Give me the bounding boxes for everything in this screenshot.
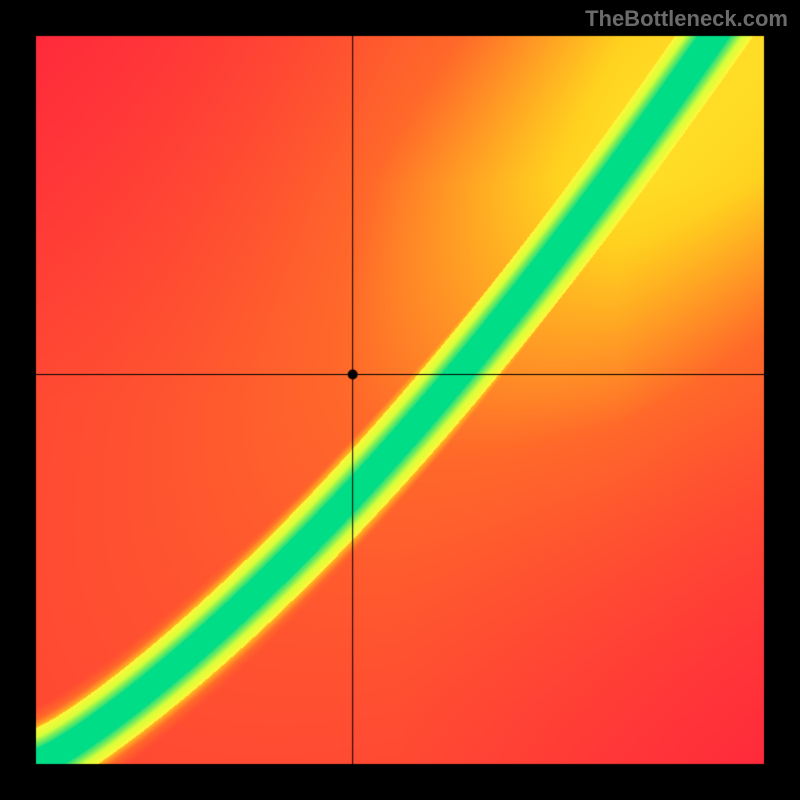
bottleneck-heatmap <box>0 0 800 800</box>
chart-container: TheBottleneck.com <box>0 0 800 800</box>
watermark-text: TheBottleneck.com <box>585 6 788 32</box>
